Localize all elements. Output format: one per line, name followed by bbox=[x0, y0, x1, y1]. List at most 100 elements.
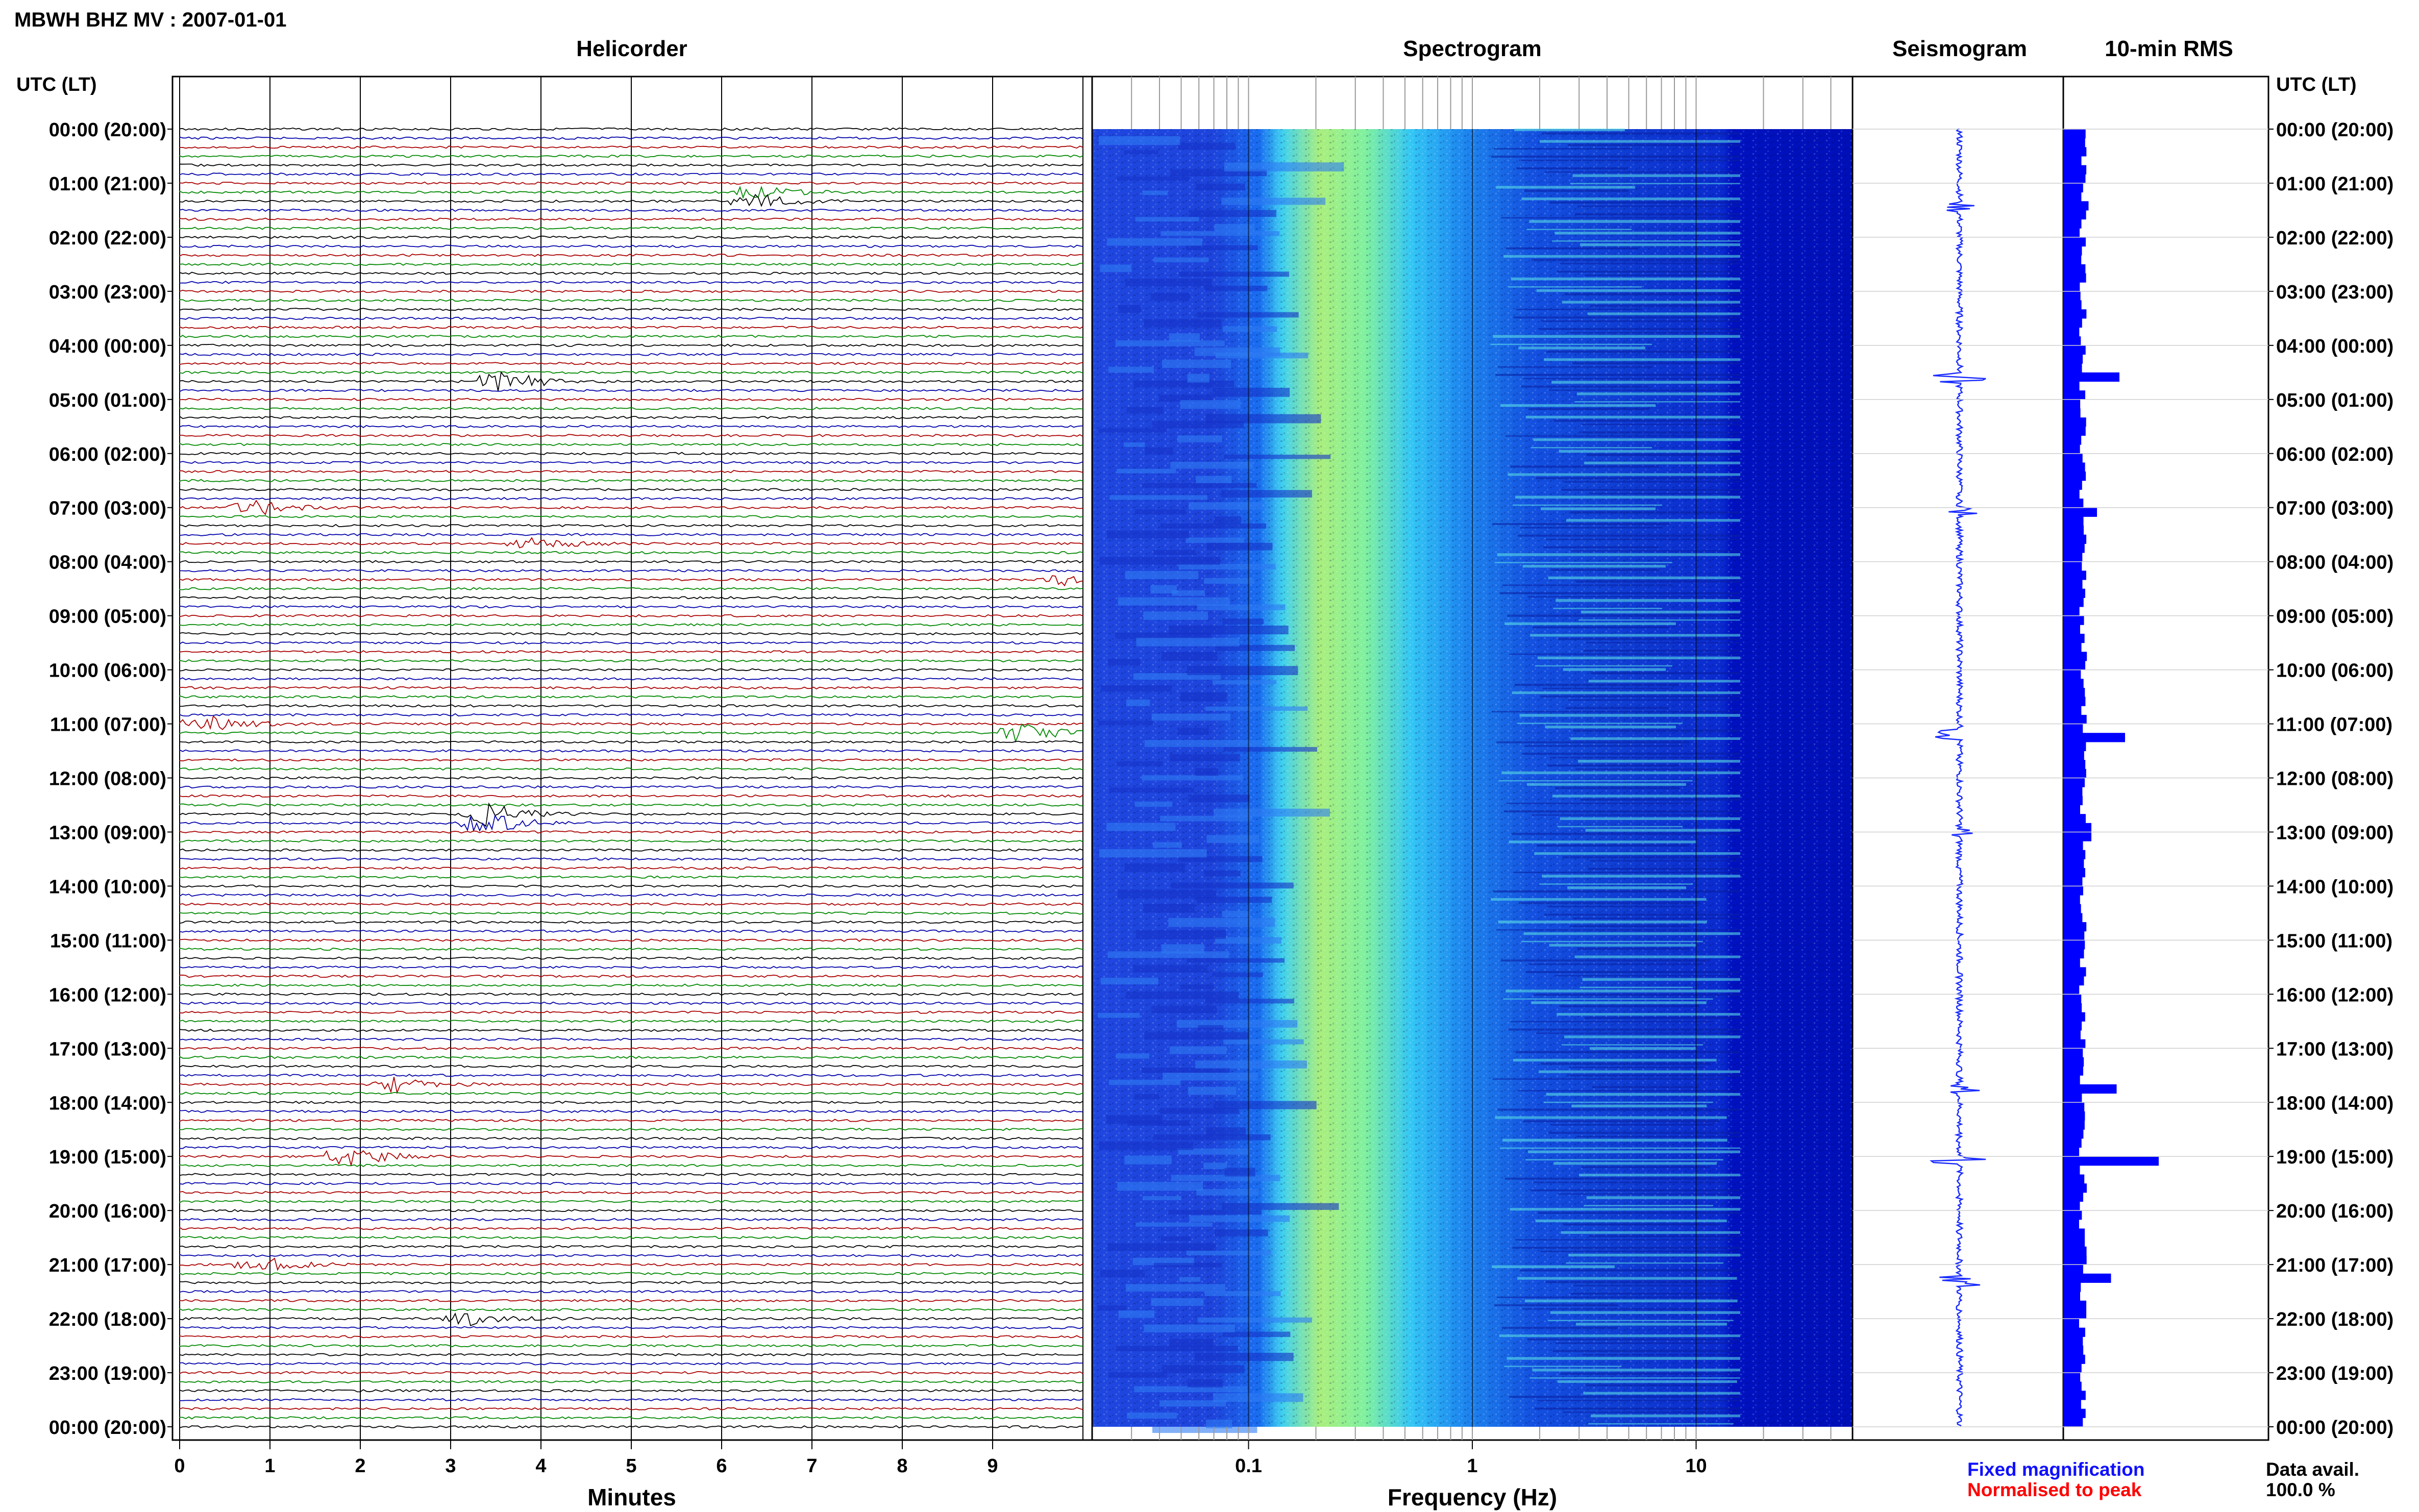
rms-bar bbox=[2063, 588, 2085, 598]
spectrogram-block bbox=[1116, 1346, 1238, 1352]
helicorder-trace bbox=[179, 1389, 1083, 1393]
helicorder-trace bbox=[179, 217, 1083, 221]
helicorder-trace bbox=[179, 1326, 1083, 1329]
spectrogram-block bbox=[1125, 1284, 1225, 1292]
time-label-left: 05:00 (01:00) bbox=[49, 390, 166, 411]
rms-bar bbox=[2063, 1003, 2082, 1013]
time-label-right: 21:00 (17:00) bbox=[2276, 1255, 2393, 1276]
left-time-header: UTC (LT) bbox=[16, 74, 97, 95]
rms-bar bbox=[2063, 336, 2081, 346]
spectrogram-block bbox=[1215, 1229, 1268, 1236]
spectrogram-block bbox=[1117, 1182, 1203, 1191]
time-label-right: 11:00 (07:00) bbox=[2276, 714, 2392, 736]
data-avail-label: Data avail. bbox=[2266, 1459, 2359, 1480]
time-label-left: 15:00 (11:00) bbox=[50, 930, 166, 952]
spectrogram-block bbox=[1213, 1393, 1303, 1402]
rms-bar bbox=[2063, 435, 2082, 445]
helicorder-trace bbox=[179, 1245, 1083, 1248]
rms-bar bbox=[2063, 760, 2086, 770]
spectrogram-block bbox=[1125, 279, 1212, 287]
helicorder-trace bbox=[179, 145, 1083, 149]
rms-bar bbox=[2063, 543, 2085, 553]
spectrogram-block bbox=[1143, 1196, 1181, 1200]
spectrogram-block bbox=[1177, 143, 1236, 150]
spectrogram-block bbox=[1163, 1073, 1258, 1081]
spectrogram-block bbox=[1205, 999, 1294, 1004]
helicorder-trace bbox=[179, 1425, 1083, 1429]
helicorder-trace bbox=[179, 425, 1083, 429]
rms-bar bbox=[2063, 219, 2082, 229]
rms-bar bbox=[2063, 228, 2080, 238]
helicorder-trace bbox=[179, 848, 1083, 852]
spectrogram-block bbox=[1117, 468, 1176, 474]
spectrogram-block bbox=[1135, 217, 1199, 222]
spectrogram-block bbox=[1144, 740, 1262, 747]
spectrogram-block bbox=[1168, 1210, 1262, 1215]
helicorder-trace bbox=[179, 127, 1083, 131]
helicorder-trace bbox=[179, 938, 1083, 942]
rms-bar bbox=[2063, 300, 2082, 310]
rms-bar bbox=[2063, 1057, 2084, 1067]
rms-bar bbox=[2063, 318, 2082, 328]
helicorder-trace bbox=[179, 587, 1083, 590]
rms-bar bbox=[2063, 309, 2087, 319]
spectrogram-block bbox=[1224, 162, 1344, 171]
helicorder-trace bbox=[179, 172, 1083, 176]
rms-bar bbox=[2063, 147, 2087, 157]
rms-bar bbox=[2063, 1219, 2079, 1229]
minute-tick-label: 8 bbox=[897, 1455, 907, 1477]
spectrogram-block bbox=[1195, 1060, 1307, 1069]
spectrogram-block bbox=[1221, 490, 1312, 498]
rms-bar bbox=[2063, 1156, 2159, 1166]
rms-bar bbox=[2063, 895, 2080, 905]
rms-bar bbox=[2063, 489, 2080, 499]
spectrogram-block bbox=[1143, 611, 1208, 620]
rms-bar bbox=[2063, 1408, 2086, 1418]
time-label-left: 09:00 (05:00) bbox=[49, 606, 166, 628]
helicorder-trace bbox=[179, 814, 1083, 832]
rms-bar bbox=[2063, 327, 2080, 337]
spectrogram-block bbox=[1098, 428, 1167, 433]
time-label-left: 08:00 (04:00) bbox=[49, 552, 166, 574]
spectrogram-block bbox=[1107, 1243, 1216, 1251]
spectrogram-block bbox=[1159, 1108, 1240, 1114]
spectrogram-block bbox=[1206, 1419, 1232, 1429]
helicorder-trace bbox=[179, 398, 1083, 402]
spectrogram-block bbox=[1106, 530, 1189, 538]
rms-bar bbox=[2063, 1246, 2087, 1256]
helicorder-trace bbox=[179, 371, 1083, 391]
rms-bar bbox=[2063, 363, 2082, 373]
rms-bar bbox=[2063, 183, 2083, 193]
helicorder-trace bbox=[179, 361, 1083, 365]
rms-bar bbox=[2063, 805, 2080, 814]
spectrogram-block bbox=[1116, 1053, 1150, 1059]
helicorder-trace bbox=[179, 1074, 1083, 1077]
rms-bar bbox=[2063, 1237, 2085, 1247]
rms-bar bbox=[2063, 390, 2085, 400]
spectrogram-block bbox=[1133, 965, 1207, 973]
helicorder-trace bbox=[179, 353, 1083, 356]
minute-tick-label: 1 bbox=[264, 1455, 275, 1477]
spectrogram-block bbox=[1151, 713, 1230, 721]
rms-bar bbox=[2063, 606, 2080, 616]
helicorder-trace bbox=[179, 1398, 1083, 1402]
time-label-right: 22:00 (18:00) bbox=[2276, 1309, 2393, 1330]
rms-bar bbox=[2063, 625, 2080, 634]
helicorder-trace bbox=[179, 1235, 1083, 1240]
time-label-right: 14:00 (10:00) bbox=[2276, 876, 2393, 898]
helicorder-trace bbox=[179, 136, 1083, 140]
rms-bar bbox=[2063, 507, 2097, 517]
spectrogram-block bbox=[1188, 795, 1250, 803]
spectrogram-block bbox=[1099, 1141, 1194, 1150]
helicorder-trace bbox=[179, 1312, 1083, 1327]
minutes-axis-label: Minutes bbox=[587, 1484, 676, 1510]
spectrogram-block bbox=[1144, 1032, 1248, 1040]
spectrogram-block bbox=[1212, 680, 1276, 685]
helicorder-trace bbox=[179, 1407, 1083, 1410]
helicorder-trace bbox=[179, 1028, 1083, 1032]
spectrogram-block bbox=[1150, 585, 1177, 594]
time-label-left: 06:00 (02:00) bbox=[49, 444, 166, 465]
rms-panel bbox=[1853, 76, 2269, 1441]
rms-title: 10-min RMS bbox=[2105, 36, 2233, 61]
